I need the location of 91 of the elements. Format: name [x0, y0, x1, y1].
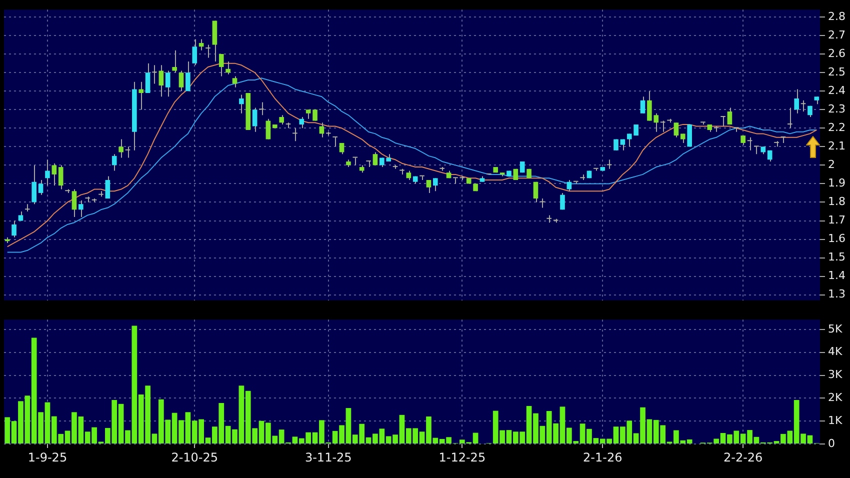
candlestick [747, 136, 752, 151]
y-tick-label: 2.6 [828, 46, 846, 60]
candlestick [720, 116, 726, 127]
candlestick [734, 127, 739, 132]
candlestick [406, 170, 412, 181]
candlestick [794, 88, 799, 114]
y-tick-label: 2 [828, 158, 835, 172]
y-tick-label: 5K [828, 322, 843, 336]
candlestick [72, 188, 77, 218]
candlestick [172, 50, 177, 74]
candlestick [740, 135, 746, 146]
candlestick [18, 210, 24, 222]
y-tick-label: 2K [828, 391, 843, 404]
candlestick [433, 178, 438, 192]
candlestick [453, 177, 458, 184]
candlestick [78, 200, 84, 218]
candlestick [366, 160, 371, 168]
candlestick [372, 152, 378, 166]
candlestick [218, 54, 224, 77]
candlestick [566, 180, 572, 192]
candlestick [226, 60, 230, 75]
candlestick [232, 76, 238, 88]
y-tick-label: 2.3 [828, 102, 846, 116]
candlestick [266, 118, 271, 140]
y-tick-label: 1.7 [828, 214, 846, 227]
candlestick [540, 198, 545, 208]
candlestick [292, 128, 298, 142]
candlestick [12, 220, 16, 238]
y-tick-label: 1.8 [828, 195, 846, 208]
candlestick [165, 70, 170, 98]
candlestick [352, 156, 358, 166]
candlestick [787, 107, 792, 129]
candlestick [178, 70, 184, 92]
y-tick-label: 1.6 [828, 232, 846, 246]
y-tick-label: 2.8 [828, 10, 846, 23]
candlestick [533, 181, 538, 203]
candlestick [105, 176, 110, 200]
candlestick [206, 44, 210, 58]
y-tick-label: 1.3 [828, 288, 846, 301]
candlestick [125, 146, 130, 158]
candlestick [674, 122, 679, 138]
candlestick [279, 114, 284, 125]
candlestick [192, 38, 198, 66]
candlestick [239, 94, 244, 114]
candlestick [38, 180, 44, 196]
candlestick [186, 60, 190, 92]
x-tick-label: 1-9-25 [28, 450, 68, 464]
candlestick [299, 116, 304, 129]
y-tick-label: 2.4 [828, 84, 846, 97]
candlestick [700, 122, 706, 125]
y-tick-label: 1.4 [828, 269, 846, 282]
candlestick [145, 62, 150, 94]
candlestick [158, 64, 164, 98]
x-tick-label: 1-12-25 [438, 450, 486, 464]
y-tick-label: 2.7 [828, 28, 846, 42]
candlestick [800, 100, 806, 112]
y-tick-label: 1.9 [828, 176, 846, 190]
y-tick-label: 1K [828, 414, 843, 427]
candlestick [332, 136, 338, 148]
candlestick [306, 109, 311, 120]
y-tick-label: 3K [828, 368, 843, 382]
x-tick-label: 3-11-25 [304, 450, 352, 464]
x-tick-label: 2-1-26 [583, 450, 622, 464]
candlestick [560, 192, 565, 210]
y-tick-label: 4K [828, 345, 843, 358]
candlestick [426, 180, 432, 194]
candlestick [754, 146, 759, 155]
candlestick [118, 138, 124, 158]
x-tick-label: 2-2-26 [723, 450, 763, 464]
y-tick-label: 0 [828, 436, 835, 450]
y-tick-label: 2.2 [828, 121, 846, 134]
candlestick [152, 64, 157, 84]
candlestick [420, 175, 424, 181]
candlestick [259, 102, 264, 116]
candlestick [32, 164, 37, 205]
y-tick-label: 2.5 [828, 65, 846, 78]
candlestick [680, 133, 686, 144]
y-tick-label: 1.5 [828, 250, 846, 264]
candlestick [138, 81, 144, 110]
candlestick [640, 96, 646, 114]
y-tick-label: 2.1 [828, 140, 846, 153]
candlestick [52, 162, 57, 186]
candlestick [606, 159, 612, 170]
candlestick [727, 107, 732, 125]
candlestick [660, 120, 666, 132]
candlestick [780, 136, 786, 144]
candlestick [252, 107, 258, 132]
candlestick [45, 159, 50, 186]
candlestick [112, 154, 117, 172]
candlestick [58, 164, 64, 190]
x-tick-label: 2-10-25 [171, 450, 218, 464]
